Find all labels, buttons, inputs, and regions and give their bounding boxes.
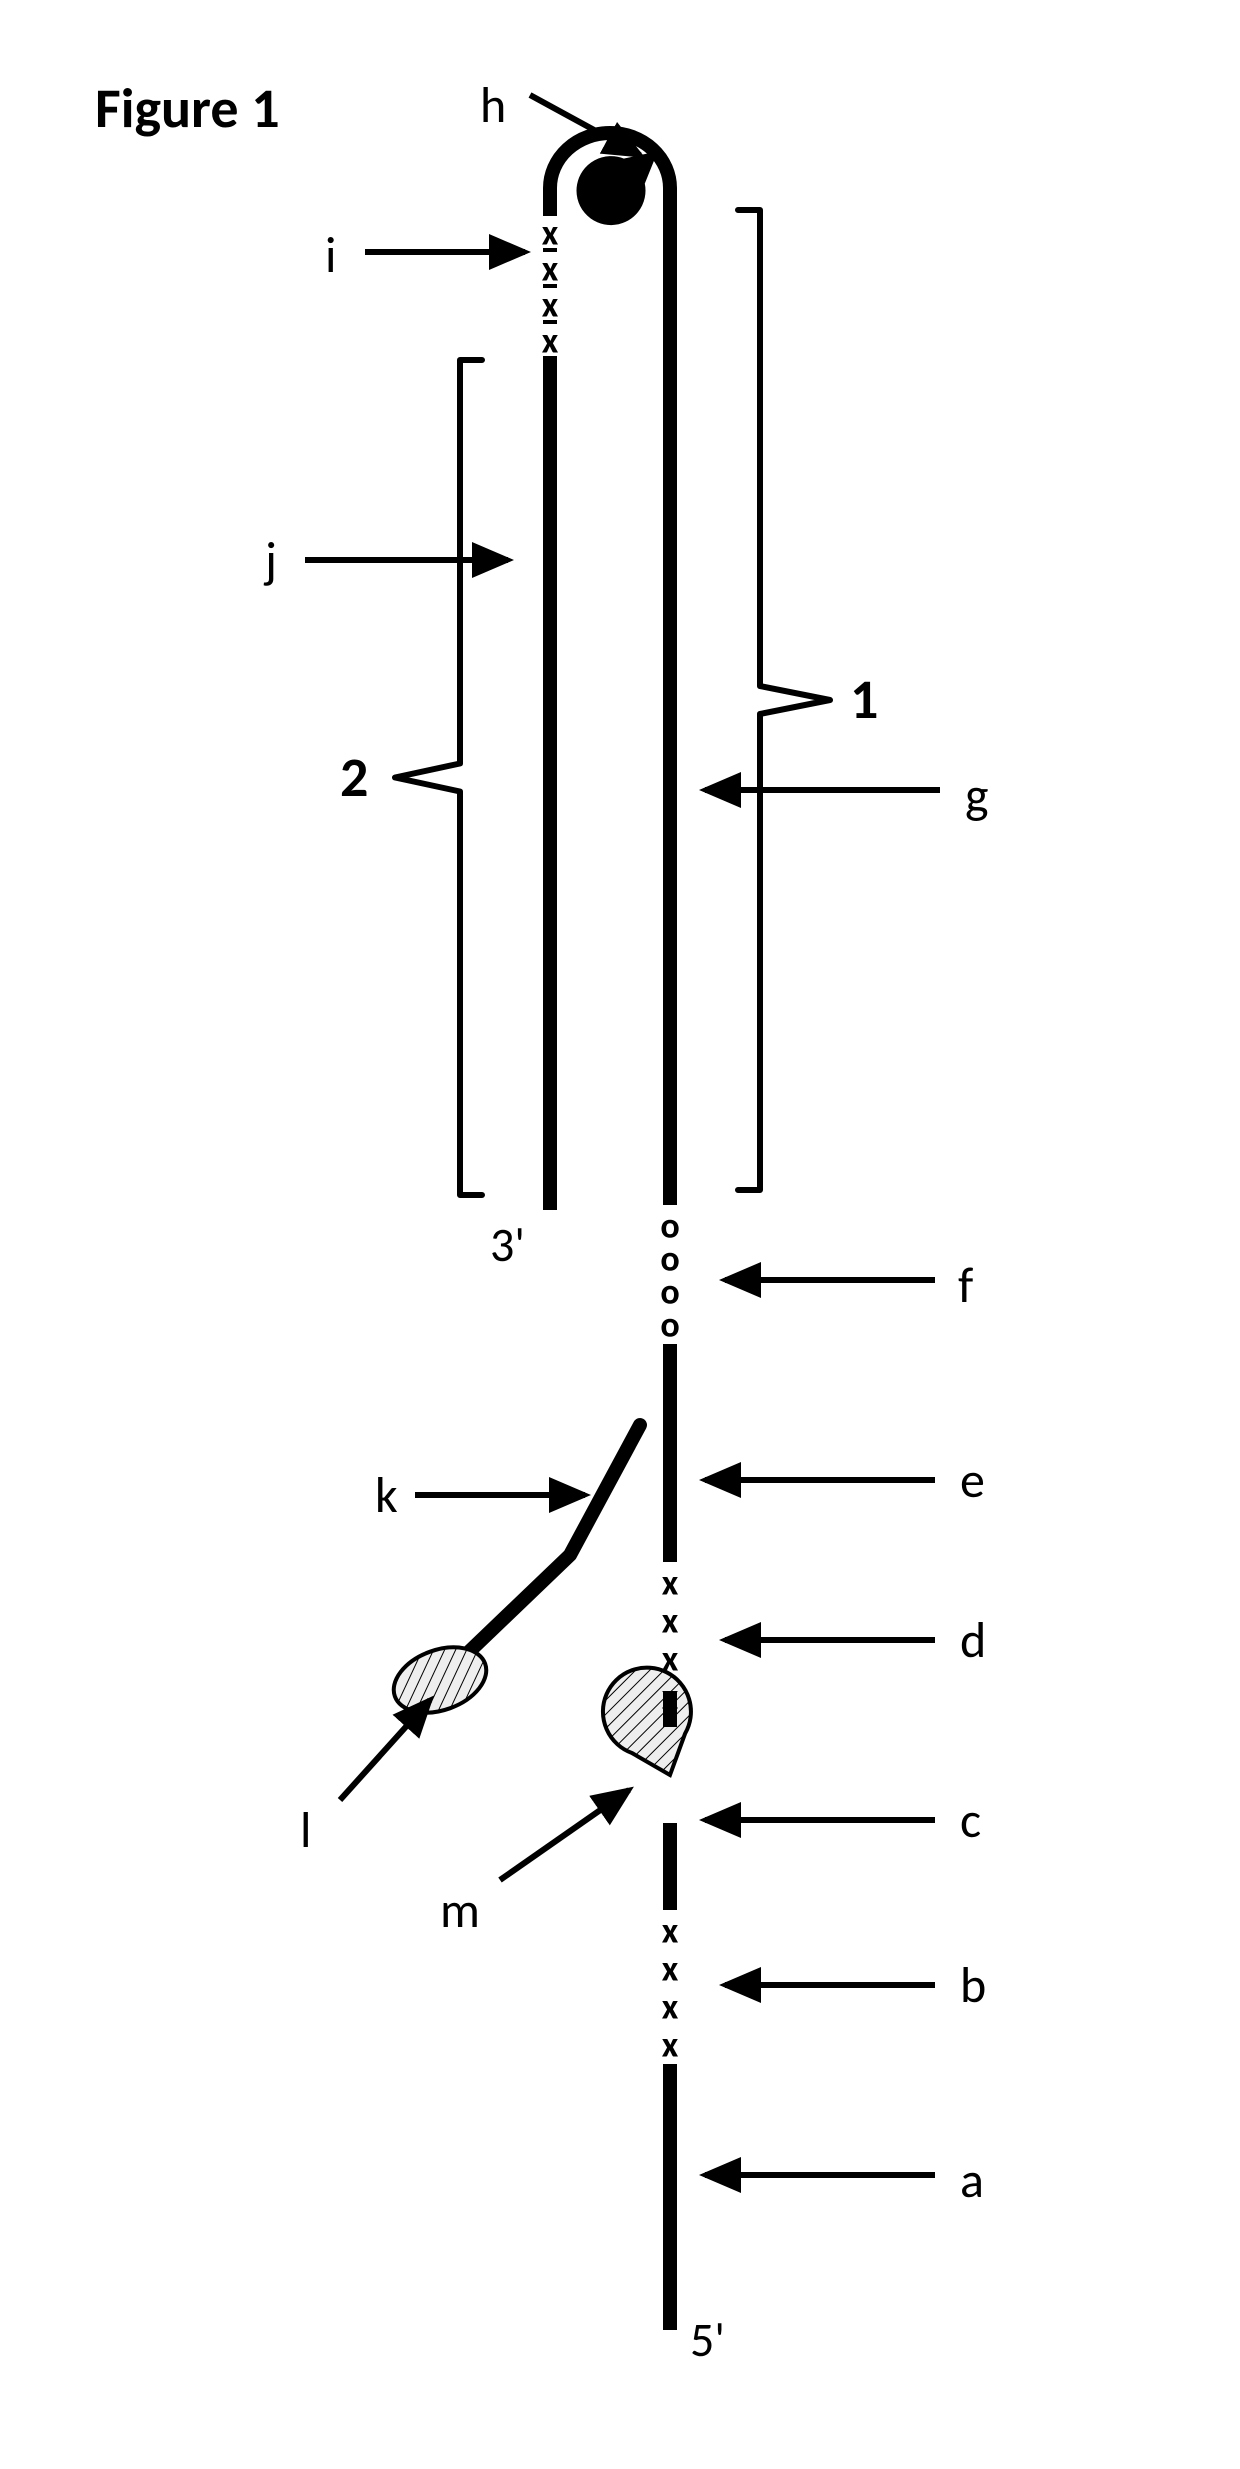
label-region-2: 2 [340, 744, 368, 812]
arrow-l [340, 1700, 430, 1800]
label-l: l [300, 1800, 311, 1861]
bracket-region-1 [738, 210, 830, 1190]
diagram-svg: xxxxooooxxxxxxxx [0, 0, 1240, 2469]
label-five-prime: 5' [690, 2310, 725, 2369]
label-j: j [265, 530, 277, 591]
hairpin-backbone [550, 133, 670, 2330]
marker-f-o: o [660, 1303, 679, 1347]
label-f: f [958, 1255, 973, 1316]
arrow-m [500, 1790, 629, 1880]
label-three-prime: 3' [490, 1215, 525, 1274]
branch-k [450, 1425, 640, 1670]
label-h: h [480, 75, 506, 136]
arrow-h [530, 95, 640, 155]
bracket-region-2 [395, 360, 482, 1195]
figure-canvas: Figure 1 xxxxooooxxxxxxxx abcdefghijklm1… [0, 0, 1240, 2469]
label-d: d [960, 1610, 986, 1671]
node-h-dot [577, 152, 657, 225]
figure-title: Figure 1 [95, 75, 280, 143]
marker-d-x: x [662, 1675, 679, 1719]
label-a: a [960, 2150, 984, 2211]
label-g: g [965, 765, 989, 826]
label-i: i [325, 225, 336, 286]
label-c: c [960, 1790, 981, 1851]
marker-i-x: x [542, 319, 559, 363]
marker-b-x: x [662, 2023, 679, 2067]
label-b: b [960, 1955, 986, 2016]
label-m: m [440, 1880, 480, 1941]
label-k: k [375, 1465, 398, 1526]
label-region-1: 1 [850, 666, 878, 734]
label-e: e [960, 1450, 985, 1511]
